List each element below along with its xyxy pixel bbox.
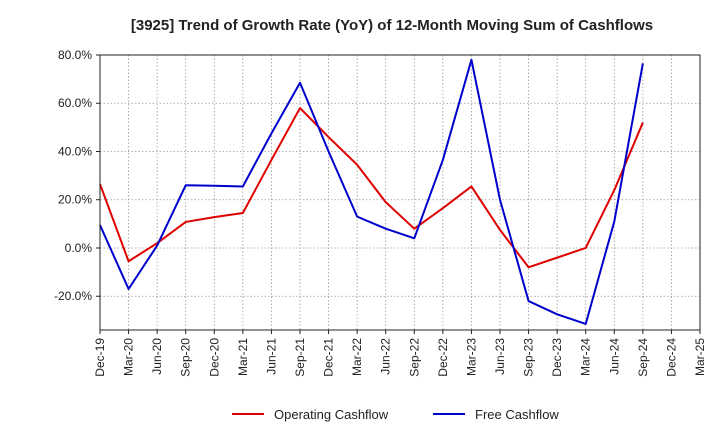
- x-tick-label: Sep-22: [407, 338, 421, 377]
- series-line-operating-cashflow: [99, 107, 644, 269]
- x-tick-label: Sep-23: [522, 338, 536, 377]
- x-tick-label: Dec-21: [322, 338, 336, 377]
- x-tick-label: Dec-19: [93, 338, 107, 377]
- y-tick-label: 60.0%: [58, 96, 92, 110]
- x-tick-label: Mar-25: [693, 338, 707, 376]
- y-tick-label: 20.0%: [58, 193, 92, 207]
- y-tick-label: 0.0%: [65, 241, 93, 255]
- x-tick-label: Mar-20: [122, 338, 136, 376]
- x-tick-label: Mar-23: [464, 338, 478, 376]
- x-tick-label: Jun-23: [493, 338, 507, 375]
- legend-label: Operating Cashflow: [274, 407, 389, 422]
- x-tick-label: Sep-24: [636, 338, 650, 377]
- x-axis-ticks: Dec-19 Mar-20 Jun-20 Sep-20 Dec-20 Mar-21 Jun-…: [93, 330, 707, 377]
- chart-title: [3925] Trend of Growth Rate (YoY) of 12-…: [131, 17, 653, 34]
- series-lines: [99, 58, 644, 325]
- x-tick-label: Sep-20: [179, 338, 193, 377]
- x-tick-label: Jun-24: [607, 338, 621, 375]
- legend: Operating Cashflow Free Cashflow: [232, 407, 559, 422]
- y-tick-label: 80.0%: [58, 48, 92, 62]
- x-tick-label: Jun-20: [150, 338, 164, 375]
- legend-label: Free Cashflow: [475, 407, 559, 422]
- series-line-free-cashflow: [99, 58, 644, 325]
- plot-frame: [99, 54, 701, 331]
- grid: [100, 55, 700, 330]
- x-tick-label: Mar-24: [579, 338, 593, 376]
- x-tick-label: Jun-21: [264, 338, 278, 375]
- x-tick-label: Mar-22: [350, 338, 364, 376]
- x-tick-label: Dec-20: [207, 338, 221, 377]
- x-tick-label: Mar-21: [236, 338, 250, 376]
- x-tick-label: Jun-22: [379, 338, 393, 375]
- x-tick-label: Dec-23: [550, 338, 564, 377]
- x-tick-label: Dec-22: [436, 338, 450, 377]
- x-tick-label: Sep-21: [293, 338, 307, 377]
- y-axis-ticks: 80.0% 60.0% 40.0% 20.0% 0.0% -20.0%: [54, 48, 100, 303]
- x-tick-label: Dec-24: [664, 338, 678, 377]
- y-tick-label: -20.0%: [54, 289, 92, 303]
- y-tick-label: 40.0%: [58, 144, 92, 158]
